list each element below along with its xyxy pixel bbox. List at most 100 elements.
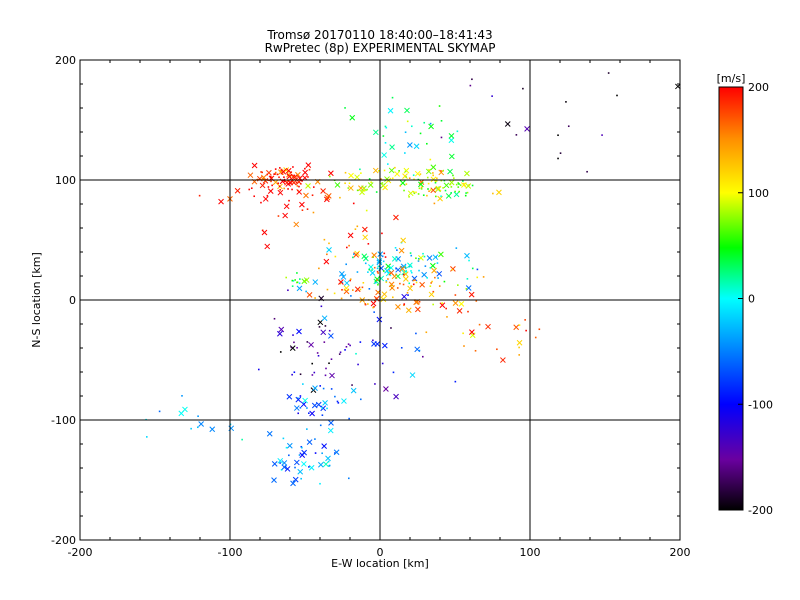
dot-marker — [458, 190, 461, 193]
cross-marker — [452, 300, 459, 307]
dot-marker — [291, 285, 294, 287]
cross-marker — [387, 107, 394, 114]
dot-marker — [296, 185, 299, 187]
cross-marker — [404, 107, 410, 114]
dot-marker — [420, 186, 423, 189]
dot-marker — [433, 202, 436, 205]
dot-marker — [299, 278, 301, 280]
cross-marker — [318, 461, 324, 468]
dot-marker — [365, 209, 368, 212]
dot-marker — [300, 477, 302, 480]
colorbar-tick-label: 100 — [748, 187, 769, 200]
cross-marker — [261, 229, 268, 236]
dot-marker — [455, 247, 458, 249]
cross-marker — [374, 276, 381, 283]
dot-marker — [399, 282, 401, 285]
cross-marker — [260, 174, 267, 181]
dot-marker — [339, 282, 341, 285]
dot-marker — [425, 331, 428, 334]
cross-marker — [429, 262, 436, 269]
cross-marker — [361, 253, 368, 260]
dot-marker — [322, 387, 325, 390]
cross-marker — [438, 251, 444, 258]
dot-marker — [355, 352, 357, 355]
dot-marker — [353, 253, 355, 255]
dot-marker — [410, 285, 412, 287]
dot-marker — [377, 272, 379, 274]
dot-marker — [347, 477, 350, 480]
colorbar-label: [m/s] — [717, 72, 746, 85]
cross-marker — [320, 329, 327, 336]
cross-marker — [465, 285, 472, 291]
cross-marker — [328, 333, 334, 339]
cross-marker — [267, 188, 274, 194]
dot-marker — [360, 172, 362, 174]
dot-marker — [375, 191, 378, 193]
cross-marker — [354, 174, 360, 181]
dot-marker — [402, 283, 405, 286]
cross-marker — [374, 341, 381, 347]
dot-marker — [367, 303, 369, 305]
dot-marker — [432, 174, 434, 177]
dot-marker — [276, 173, 279, 176]
dot-marker — [465, 287, 468, 290]
dot-marker — [449, 183, 452, 186]
dot-marker — [404, 170, 407, 173]
cross-marker — [347, 232, 354, 239]
dot-marker — [296, 346, 298, 349]
dot-marker — [400, 346, 403, 349]
dot-marker — [306, 208, 309, 210]
dot-marker — [329, 175, 331, 178]
dot-marker — [394, 166, 396, 169]
cross-marker — [399, 180, 406, 186]
cross-marker — [383, 386, 389, 392]
dot-marker — [371, 269, 373, 271]
dot-marker — [279, 188, 281, 191]
dot-marker — [471, 184, 474, 187]
dot-marker — [404, 265, 406, 267]
dot-marker — [429, 158, 432, 161]
dot-marker — [422, 252, 424, 255]
dot-marker — [357, 363, 359, 366]
cross-marker — [277, 457, 284, 464]
dot-marker — [366, 188, 368, 191]
dot-marker — [285, 446, 288, 449]
dot-marker — [464, 194, 467, 197]
dot-marker — [312, 186, 315, 188]
dot-marker — [419, 132, 422, 135]
dot-marker — [476, 268, 479, 271]
dot-marker — [427, 182, 430, 185]
dot-marker — [273, 173, 275, 175]
cross-marker — [456, 307, 463, 314]
cross-marker — [485, 323, 491, 330]
cross-marker — [389, 144, 395, 151]
dot-marker — [333, 292, 336, 295]
dot-marker — [291, 188, 293, 191]
dot-marker — [287, 289, 289, 292]
dot-marker — [298, 185, 300, 188]
cross-marker — [448, 133, 455, 139]
dot-marker — [181, 395, 183, 397]
dot-marker — [349, 279, 351, 282]
cross-marker — [419, 281, 425, 288]
dot-marker — [349, 344, 351, 347]
dot-marker — [347, 343, 350, 345]
cross-marker — [301, 449, 308, 456]
dot-marker — [278, 176, 280, 179]
dot-marker — [410, 270, 412, 272]
dot-marker — [435, 256, 437, 258]
cross-marker — [395, 303, 401, 310]
dot-marker — [491, 95, 493, 97]
dot-marker — [451, 268, 454, 271]
dot-marker — [384, 256, 387, 258]
cross-marker — [198, 421, 204, 427]
cross-marker — [325, 455, 331, 462]
dot-marker — [457, 284, 459, 286]
cross-marker — [218, 198, 224, 205]
cross-marker — [448, 153, 455, 160]
dot-marker — [524, 319, 526, 321]
cross-marker — [334, 182, 341, 188]
dot-marker — [383, 169, 386, 172]
dot-marker — [396, 287, 399, 289]
dot-marker — [279, 462, 281, 464]
